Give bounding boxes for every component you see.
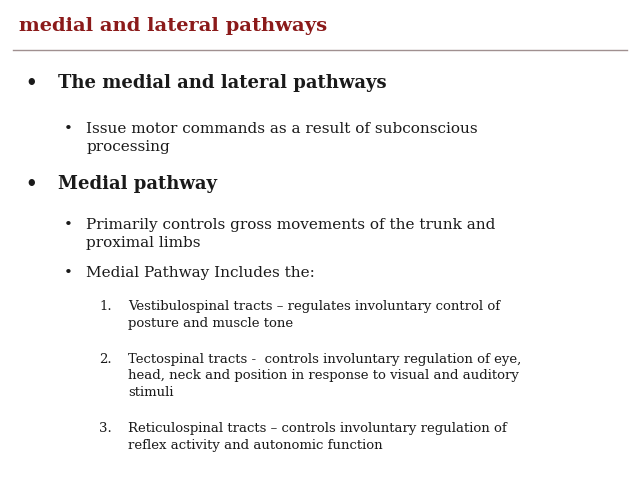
Text: Reticulospinal tracts – controls involuntary regulation of
reflex activity and a: Reticulospinal tracts – controls involun…	[128, 422, 507, 452]
Text: Medial pathway: Medial pathway	[58, 175, 216, 193]
Text: •: •	[26, 175, 37, 193]
Text: Tectospinal tracts -  controls involuntary regulation of eye,
head, neck and pos: Tectospinal tracts - controls involuntar…	[128, 353, 521, 399]
Text: medial and lateral pathways: medial and lateral pathways	[19, 17, 327, 35]
Text: •: •	[64, 266, 73, 280]
Text: Medial Pathway Includes the:: Medial Pathway Includes the:	[86, 266, 316, 280]
Text: •: •	[26, 74, 37, 93]
Text: •: •	[64, 122, 73, 136]
Text: •: •	[64, 218, 73, 232]
Text: Primarily controls gross movements of the trunk and
proximal limbs: Primarily controls gross movements of th…	[86, 218, 496, 250]
Text: Issue motor commands as a result of subconscious
processing: Issue motor commands as a result of subc…	[86, 122, 478, 154]
Text: Vestibulospinal tracts – regulates involuntary control of
posture and muscle ton: Vestibulospinal tracts – regulates invol…	[128, 300, 500, 329]
Text: 2.: 2.	[99, 353, 112, 366]
Text: The medial and lateral pathways: The medial and lateral pathways	[58, 74, 386, 93]
Text: 1.: 1.	[99, 300, 112, 313]
Text: 3.: 3.	[99, 422, 112, 435]
